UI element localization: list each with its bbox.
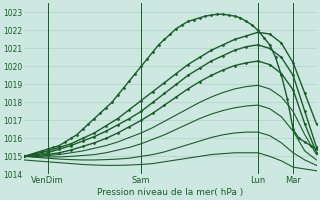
X-axis label: Pression niveau de la mer( hPa ): Pression niveau de la mer( hPa ) [97,188,244,197]
